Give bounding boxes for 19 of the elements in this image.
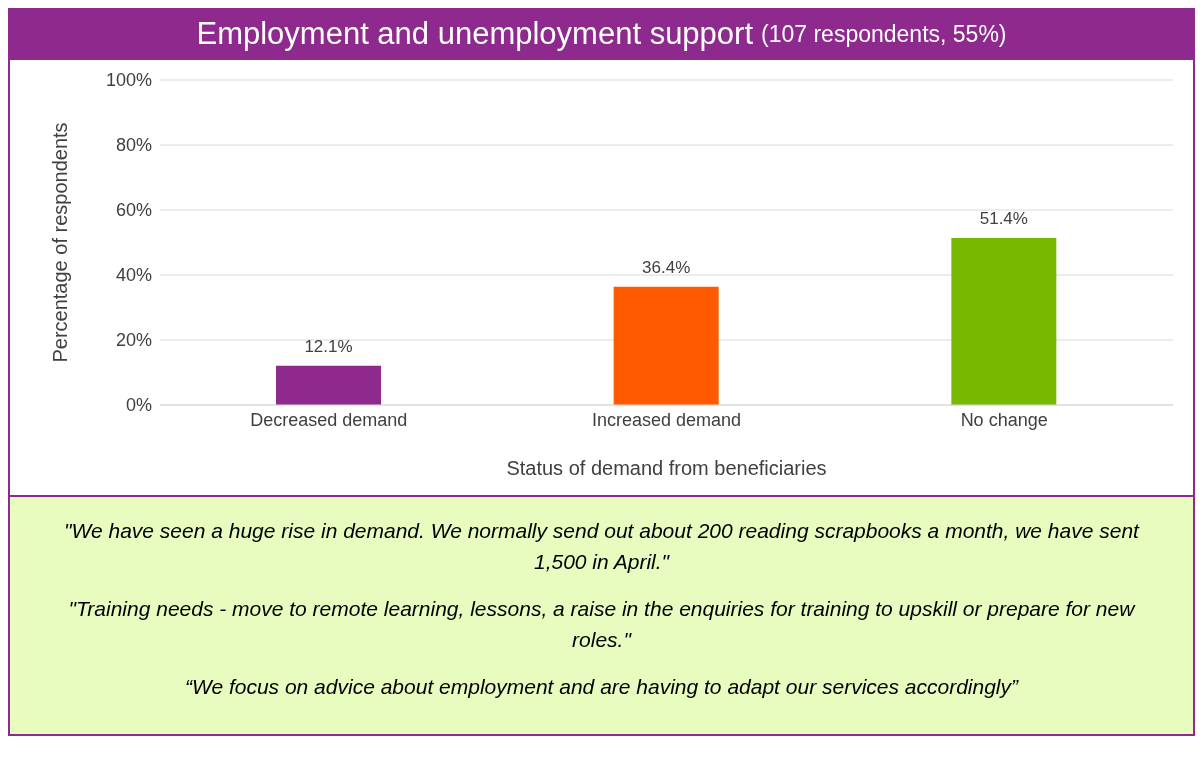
text: “We focus on advice about employment and are having to adapt our services accordingly”	[183, 674, 1020, 700]
y-tick-label: 0%	[125, 395, 152, 416]
y-tick-label: 100%	[105, 70, 152, 91]
x-tick-label: No change	[960, 409, 1048, 430]
data-label: 12.1%	[304, 336, 353, 356]
data-label: 51.4%	[979, 208, 1028, 228]
text: "Training needs - move to remote learning, lessons, a raise in the enquiries for training to upskill or prepare for new roles."	[67, 596, 1137, 653]
y-axis-title: Percentage of respondents	[49, 122, 72, 363]
x-axis-title: Status of demand from beneficiaries	[506, 457, 827, 479]
text: "We have seen a huge rise in demand. We normally send out about 200 reading scrapbooks a month, we have sent 1,500 in April."	[63, 518, 1141, 575]
x-tick-label: Decreased demand	[250, 409, 408, 430]
chart-subtitle: (107 respondents, 55%)	[761, 20, 1007, 48]
x-tick-label: Increased demand	[591, 409, 742, 430]
chart-title: Employment and unemployment support	[196, 16, 754, 52]
y-tick-label: 40%	[115, 265, 152, 286]
y-tick-label: 80%	[115, 135, 152, 156]
y-tick-label: 60%	[115, 200, 152, 221]
data-label: 36.4%	[642, 257, 691, 277]
y-tick-label: 20%	[115, 330, 152, 351]
